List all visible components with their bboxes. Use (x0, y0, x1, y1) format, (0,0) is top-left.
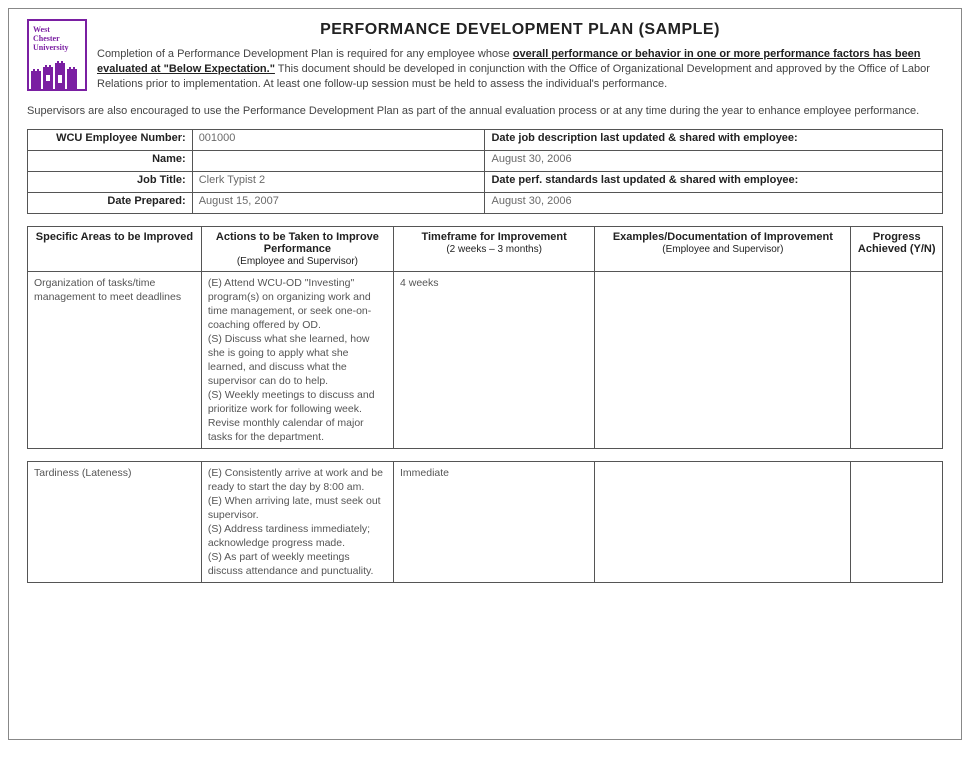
table-row: Name: August 30, 2006 (28, 151, 943, 172)
date-prepared-value: August 15, 2007 (192, 193, 485, 214)
table-header-row: Specific Areas to be Improved Actions to… (28, 227, 943, 272)
job-title-value: Clerk Typist 2 (192, 172, 485, 193)
wcu-logo: West Chester University (27, 19, 87, 91)
logo-line1: West (33, 25, 50, 34)
cell-examples (595, 272, 851, 449)
cell-progress (851, 462, 943, 583)
header-row: West Chester University (27, 19, 943, 98)
col-examples-sub: (Employee and Supervisor) (601, 244, 844, 255)
col-actions-sub: (Employee and Supervisor) (208, 256, 387, 267)
table-row: WCU Employee Number: 001000 Date job des… (28, 130, 943, 151)
name-label: Name: (28, 151, 193, 172)
castle-icon (29, 57, 85, 89)
col-actions-header: Actions to be Taken to Improve Performan… (201, 227, 393, 272)
table-row: Organization of tasks/time management to… (28, 272, 943, 449)
jd-label: Date job description last updated & shar… (485, 130, 943, 151)
col-examples-label: Examples/Documentation of Improvement (613, 231, 833, 243)
col-timeframe-label: Timeframe for Improvement (421, 231, 566, 243)
date-prepared-label: Date Prepared: (28, 193, 193, 214)
cell-progress (851, 272, 943, 449)
col-examples-header: Examples/Documentation of Improvement(Em… (595, 227, 851, 272)
name-value (192, 151, 485, 172)
cell-actions: (E) Attend WCU-OD "Investing" program(s)… (201, 272, 393, 449)
intro-paragraph-2: Supervisors are also encouraged to use t… (27, 104, 943, 119)
intro-paragraph-1: Completion of a Performance Development … (97, 47, 943, 92)
cell-actions: (E) Consistently arrive at work and be r… (201, 462, 393, 583)
ps-label: Date perf. standards last updated & shar… (485, 172, 943, 193)
cell-area: Organization of tasks/time management to… (28, 272, 202, 449)
job-title-label: Job Title: (28, 172, 193, 193)
col-area-label: Specific Areas to be Improved (36, 231, 193, 243)
cell-timeframe: Immediate (393, 462, 594, 583)
logo-line2: Chester (33, 34, 60, 43)
intro-lead: Completion of a Performance Development … (97, 48, 513, 60)
table-row: Job Title: Clerk Typist 2 Date perf. sta… (28, 172, 943, 193)
col-timeframe-sub: (2 weeks – 3 months) (400, 244, 588, 255)
emp-num-label: WCU Employee Number: (28, 130, 193, 151)
document-page: West Chester University (8, 8, 962, 740)
cell-examples (595, 462, 851, 583)
page-title: PERFORMANCE DEVELOPMENT PLAN (SAMPLE) (97, 21, 943, 39)
col-timeframe-header: Timeframe for Improvement(2 weeks – 3 mo… (393, 227, 594, 272)
col-progress-label: Progress Achieved (Y/N) (858, 231, 936, 255)
plan-table-1: Specific Areas to be Improved Actions to… (27, 226, 943, 449)
employee-info-table: WCU Employee Number: 001000 Date job des… (27, 129, 943, 214)
emp-num-value: 001000 (192, 130, 485, 151)
col-actions-label: Actions to be Taken to Improve Performan… (216, 231, 379, 255)
col-progress-header: Progress Achieved (Y/N) (851, 227, 943, 272)
ps-date-value: August 30, 2006 (485, 193, 943, 214)
col-area-header: Specific Areas to be Improved (28, 227, 202, 272)
table-row: Date Prepared: August 15, 2007 August 30… (28, 193, 943, 214)
plan-table-2: Tardiness (Lateness) (E) Consistently ar… (27, 461, 943, 583)
logo-line3: University (33, 43, 69, 52)
cell-area: Tardiness (Lateness) (28, 462, 202, 583)
jd-date-value: August 30, 2006 (485, 151, 943, 172)
table-row: Tardiness (Lateness) (E) Consistently ar… (28, 462, 943, 583)
cell-timeframe: 4 weeks (393, 272, 594, 449)
